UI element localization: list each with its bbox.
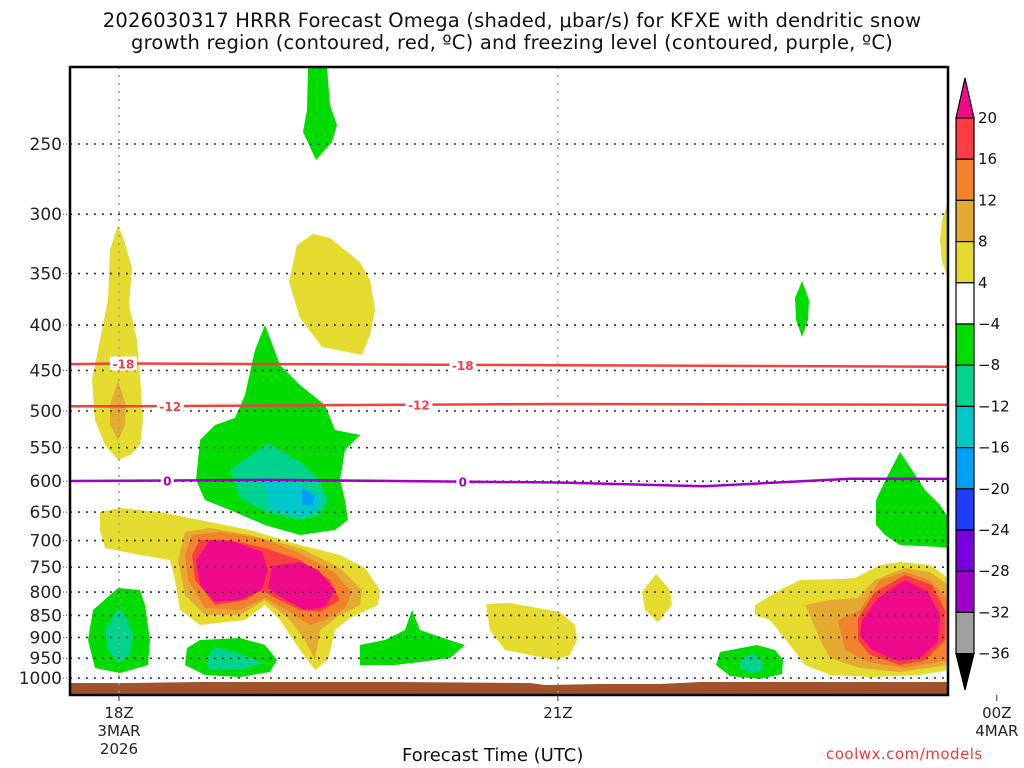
x-tick-label: 18Z xyxy=(104,704,133,722)
colorbar-label: −28 xyxy=(978,562,1010,580)
colorbar-bin xyxy=(955,117,975,160)
x-tick-label: 4MAR xyxy=(975,722,1018,740)
omega-region xyxy=(302,488,315,505)
x-tick-label: 3MAR xyxy=(97,722,140,740)
y-tick-label: 450 xyxy=(30,361,62,381)
contour-line xyxy=(70,362,948,369)
x-tick-label: 00Z xyxy=(982,704,1011,722)
colorbar-min-arrow xyxy=(955,653,975,691)
colorbar-bin xyxy=(955,405,975,449)
ground-terrain xyxy=(70,682,948,695)
contour-label-bg xyxy=(405,397,433,412)
contour-label-bg xyxy=(449,357,477,372)
colorbar-max-arrow xyxy=(955,77,975,119)
y-tick-label: 700 xyxy=(30,532,62,552)
plot-frame xyxy=(68,65,950,697)
colorbar-bin xyxy=(955,447,975,490)
y-tick-label: 250 xyxy=(30,135,62,155)
colorbar-label: −20 xyxy=(978,480,1010,498)
contour-label-bg xyxy=(456,474,470,489)
colorbar-label: −24 xyxy=(978,521,1010,539)
contour-label-bg xyxy=(156,399,184,414)
omega-region xyxy=(360,610,465,665)
omega-region xyxy=(860,580,940,661)
x-axis-title: Forecast Time (UTC) xyxy=(402,745,584,766)
colorbar-bin xyxy=(955,199,975,243)
chart-title-line-1: 2026030317 HRRR Forecast Omega (shaded, … xyxy=(102,9,922,32)
omega-region xyxy=(207,647,263,670)
omega-region xyxy=(268,562,335,610)
chart-title-line-2: growth region (contoured, red, ºC) and f… xyxy=(131,31,893,54)
credit-link[interactable]: coolwx.com/models xyxy=(826,745,983,763)
colorbar-label: 4 xyxy=(978,274,988,292)
contour-label: -18 xyxy=(113,358,135,372)
colorbar-label: −32 xyxy=(978,603,1010,621)
omega-region xyxy=(262,478,322,518)
colorbar-label: 8 xyxy=(978,233,988,251)
y-tick-label: 650 xyxy=(30,503,62,523)
colorbar-label: −8 xyxy=(978,356,1000,374)
y-tick-label: 1000 xyxy=(19,669,62,689)
colorbar-bin xyxy=(955,488,975,531)
contours: -18-18-18-12-12-12000 xyxy=(70,356,948,490)
omega-region xyxy=(92,225,143,460)
contour-line xyxy=(70,477,948,488)
y-axis: 2503003504004505005506006507007508008509… xyxy=(19,135,69,689)
y-tick-label: 900 xyxy=(30,628,62,648)
colorbar-label: −12 xyxy=(978,397,1010,415)
colorbar-label: 12 xyxy=(978,191,997,209)
colorbar-bin xyxy=(955,282,975,325)
y-tick-label: 600 xyxy=(30,472,62,492)
colorbar-label: 20 xyxy=(978,109,997,127)
colorbar-label: −16 xyxy=(978,439,1010,457)
y-tick-label: 850 xyxy=(30,606,62,626)
y-tick-label: 800 xyxy=(30,583,62,603)
contour-label: -12 xyxy=(159,400,181,414)
contour-label: -12 xyxy=(408,399,430,413)
y-tick-label: 750 xyxy=(30,558,62,578)
contour-label: 0 xyxy=(163,475,171,489)
y-tick-label: 550 xyxy=(30,439,62,459)
omega-region xyxy=(642,574,672,622)
omega-shading xyxy=(88,67,948,679)
colorbar-bin xyxy=(955,323,975,366)
colorbar-bin xyxy=(955,611,975,655)
omega-region xyxy=(486,603,577,660)
colorbar-bin xyxy=(955,241,975,284)
y-tick-label: 300 xyxy=(30,205,62,225)
omega-region xyxy=(289,234,375,355)
omega-region xyxy=(795,281,809,337)
plot-area: -18-18-18-12-12-12000 xyxy=(70,67,948,695)
omega-region xyxy=(876,452,948,548)
grid xyxy=(70,67,948,695)
y-tick-label: 400 xyxy=(30,316,62,336)
contour-label-bg xyxy=(160,473,174,488)
colorbar-bin xyxy=(955,364,975,408)
colorbar-label: 16 xyxy=(978,150,997,168)
colorbar-bin xyxy=(955,158,975,201)
colorbar-label: −4 xyxy=(978,315,1000,333)
contour-label: -18 xyxy=(452,359,474,373)
x-tick-label: 2026 xyxy=(100,740,138,758)
contour-label: 0 xyxy=(459,476,467,490)
y-tick-label: 950 xyxy=(30,649,62,669)
x-tick-label: 21Z xyxy=(543,704,572,722)
x-axis: 18Z3MAR202621Z00Z4MAR03Z06Z09Z xyxy=(97,695,1018,758)
y-tick-label: 350 xyxy=(30,265,62,285)
contour-label-bg xyxy=(109,356,137,371)
omega-region xyxy=(196,540,268,602)
omega-region xyxy=(940,202,948,278)
contour-line xyxy=(70,402,948,408)
colorbar-label: −36 xyxy=(978,645,1010,663)
y-tick-label: 500 xyxy=(30,402,62,422)
colorbar-bin xyxy=(955,570,975,614)
omega-region xyxy=(739,653,763,673)
colorbar: 20 16 12 8 4 −4 −8 −12 −16 −20 −24 −28 −32 −36 xyxy=(955,77,1010,691)
colorbar-bin xyxy=(955,529,975,572)
omega-region xyxy=(303,67,337,160)
